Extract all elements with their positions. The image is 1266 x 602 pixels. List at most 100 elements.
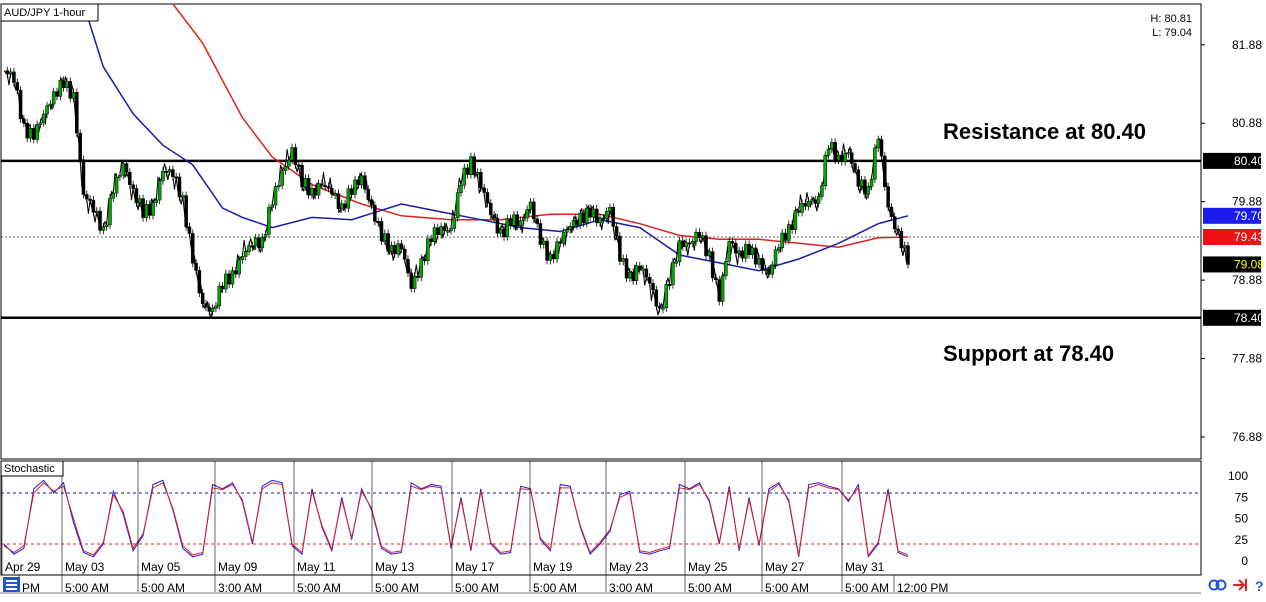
candle-body [724, 261, 728, 277]
time-label: 5:00 AM [455, 581, 499, 595]
candle-body [624, 258, 629, 279]
candle-body [893, 216, 897, 230]
low-label: L: 79.04 [1152, 27, 1192, 39]
candle-body [631, 272, 635, 282]
candle-body [561, 231, 566, 244]
candle-body [12, 71, 16, 83]
candle-body [823, 155, 827, 187]
candle-body [793, 210, 798, 230]
blue-ma-price-tag-box [1203, 207, 1261, 224]
candle-body [906, 245, 910, 265]
candle-body [528, 201, 533, 210]
candle-body [320, 183, 324, 186]
candle-body [704, 235, 708, 257]
candle-body [363, 175, 367, 190]
candle-body [859, 179, 864, 187]
date-label: May 27 [765, 560, 805, 574]
date-label: May 09 [218, 560, 258, 574]
export-arrow-icon[interactable] [1233, 579, 1247, 591]
candle-body [234, 270, 238, 275]
time-label: 5:00 AM [765, 581, 809, 595]
candle-body [373, 205, 377, 222]
candle-body [25, 122, 29, 139]
candle-body [376, 221, 380, 224]
candle-body [316, 183, 321, 196]
help-icon[interactable]: ? [1255, 578, 1264, 594]
date-label: Apr 29 [5, 560, 41, 574]
candle-body [869, 178, 874, 187]
candle-body [730, 241, 735, 244]
candle-body [902, 245, 907, 249]
date-label: May 03 [65, 560, 105, 574]
candle-body [518, 220, 523, 227]
candle-body [449, 228, 453, 231]
candle-body [889, 206, 894, 217]
candle-body [548, 254, 553, 261]
candle-body [379, 221, 384, 242]
candle-body [654, 289, 659, 307]
candle-body [836, 154, 841, 161]
candle-body [61, 80, 66, 88]
candle-body [353, 179, 357, 195]
chart-title: AUD/JPY 1-hour [4, 7, 85, 19]
date-label: May 31 [845, 560, 885, 574]
red-ma-price-tag-box [1203, 228, 1261, 245]
stochastic-d-line [3, 482, 909, 557]
candle-body [883, 155, 887, 187]
candle-body [498, 229, 503, 234]
candle-body [555, 241, 559, 260]
candle-body [167, 169, 172, 172]
candle-body [396, 243, 400, 255]
candle-body [489, 203, 493, 216]
candle-body [416, 275, 420, 278]
candle-body [753, 247, 758, 265]
candle-body [230, 270, 235, 285]
support-price-tag: 78.40 [1234, 311, 1264, 325]
time-label: 3:00 AM [609, 581, 653, 595]
date-label: May 11 [297, 560, 336, 574]
candle-body [237, 259, 241, 275]
candle-body [121, 163, 125, 176]
candle-body [383, 233, 387, 242]
candle-body [634, 265, 639, 282]
candle-body [866, 186, 871, 195]
candle-body [843, 153, 847, 162]
candle-body [740, 250, 745, 259]
candle-body [171, 169, 175, 177]
candle-body [773, 249, 778, 266]
candle-body [551, 254, 556, 260]
candle-body [71, 92, 76, 99]
candle-body [714, 277, 718, 281]
candle-body [28, 127, 33, 139]
candle-body [214, 305, 218, 309]
candle-body [8, 71, 13, 75]
stochastic-axis-ticks: 100 75 50 25 0 [1, 469, 1248, 568]
candle-body [22, 118, 26, 124]
candle-body [757, 258, 761, 265]
candle-body [505, 218, 510, 237]
price-tick-label: 81.88 [1232, 38, 1262, 52]
candle-body [224, 273, 228, 290]
candle-body [581, 213, 586, 224]
candle-body [306, 177, 311, 196]
candle-body [323, 185, 327, 188]
candle-body [190, 233, 195, 264]
candle-body [227, 273, 231, 285]
candle-body [138, 198, 142, 204]
date-label: May 17 [455, 560, 495, 574]
candle-body [399, 243, 404, 250]
candle-body [247, 245, 251, 252]
candle-body [326, 186, 331, 189]
menu-icon[interactable] [3, 577, 20, 592]
candle-body [482, 187, 486, 193]
candle-body [833, 142, 837, 161]
candle-body [737, 250, 741, 254]
candle-body [465, 167, 470, 175]
candle-body [532, 201, 536, 220]
candle-body [296, 164, 301, 167]
link-icon[interactable] [1208, 579, 1227, 591]
candle-body [873, 147, 877, 180]
candle-body [55, 91, 59, 97]
candle-body [267, 207, 271, 235]
candle-body [426, 238, 430, 262]
